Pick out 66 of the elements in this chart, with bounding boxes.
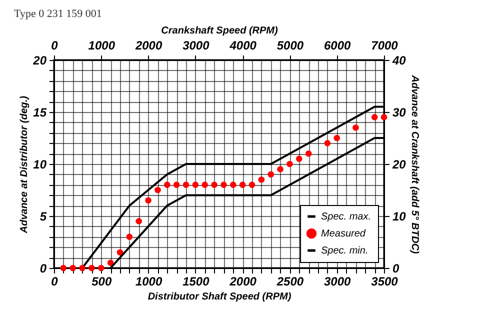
x-tick-label: 3500 xyxy=(371,274,398,288)
point xyxy=(107,260,114,266)
x2-tick-label: 2000 xyxy=(134,38,162,52)
point xyxy=(277,166,284,172)
point xyxy=(182,182,190,188)
chart-title: Type 0 231 159 001 xyxy=(14,8,102,20)
point xyxy=(145,197,152,204)
y-tick-label: 10 xyxy=(33,158,47,172)
point xyxy=(98,264,104,272)
x2-tick-label: 3000 xyxy=(182,38,210,52)
point xyxy=(380,114,388,120)
y2-tick-label: 20 xyxy=(392,158,406,172)
point xyxy=(136,218,142,224)
legend-label: Spec. max. xyxy=(321,212,372,222)
x-tick-label: 3000 xyxy=(324,274,352,288)
x2-tick-label: 1000 xyxy=(88,38,116,52)
x2-tick-label: 5000 xyxy=(276,38,304,52)
x-tick-label: 2000 xyxy=(228,274,257,288)
point xyxy=(248,182,256,188)
y-axis-title: Advance at Distributor (deg.) xyxy=(19,95,30,234)
legend-label: Spec. min. xyxy=(321,246,368,256)
x-tick-label: 1500 xyxy=(182,274,210,288)
y2-tick-label: 30 xyxy=(392,106,406,120)
point xyxy=(286,160,293,168)
point xyxy=(334,134,340,142)
y2-axis-title: Advance at Crankshaft (add 5° BTDC) xyxy=(408,74,420,254)
point xyxy=(268,171,274,178)
point xyxy=(79,264,86,272)
point xyxy=(164,182,170,188)
legend-label: Measured xyxy=(321,228,366,240)
point xyxy=(324,140,331,146)
point xyxy=(305,150,312,157)
point xyxy=(211,182,218,188)
point xyxy=(352,124,359,131)
x-tick-label: 1000 xyxy=(135,274,162,288)
y2-tick-label: 0 xyxy=(392,262,400,276)
point xyxy=(154,186,161,194)
y-tick-label: 15 xyxy=(33,106,47,120)
x-tick-label: 0 xyxy=(51,274,58,288)
x2-tick-label: 6000 xyxy=(324,38,352,52)
point xyxy=(116,249,124,256)
point xyxy=(371,114,378,120)
point xyxy=(296,156,302,162)
point xyxy=(60,264,67,272)
point xyxy=(202,182,208,188)
y2-tick-label: 10 xyxy=(392,210,406,224)
x2-axis-title: Crankshaft Speed (RPM) xyxy=(161,26,279,36)
x2-tick-label: 7000 xyxy=(371,38,398,52)
y-tick-label: 5 xyxy=(40,210,47,224)
point xyxy=(70,264,76,272)
point xyxy=(88,264,95,272)
y-tick-label: 0 xyxy=(40,262,47,276)
point xyxy=(220,182,227,188)
x-axis-title: Distributor Shaft Speed (RPM) xyxy=(148,292,292,302)
point xyxy=(126,234,133,240)
x2-tick-label: 0 xyxy=(51,38,58,52)
point xyxy=(239,182,246,188)
y2-tick-label: 40 xyxy=(392,54,406,68)
y-tick-label: 20 xyxy=(32,54,47,68)
x2-tick-label: 4000 xyxy=(228,38,257,52)
point xyxy=(173,182,180,188)
x-tick-label: 500 xyxy=(92,274,112,288)
point xyxy=(192,182,199,188)
point xyxy=(258,176,265,183)
point xyxy=(230,182,236,188)
x-tick-label: 2500 xyxy=(276,274,304,288)
